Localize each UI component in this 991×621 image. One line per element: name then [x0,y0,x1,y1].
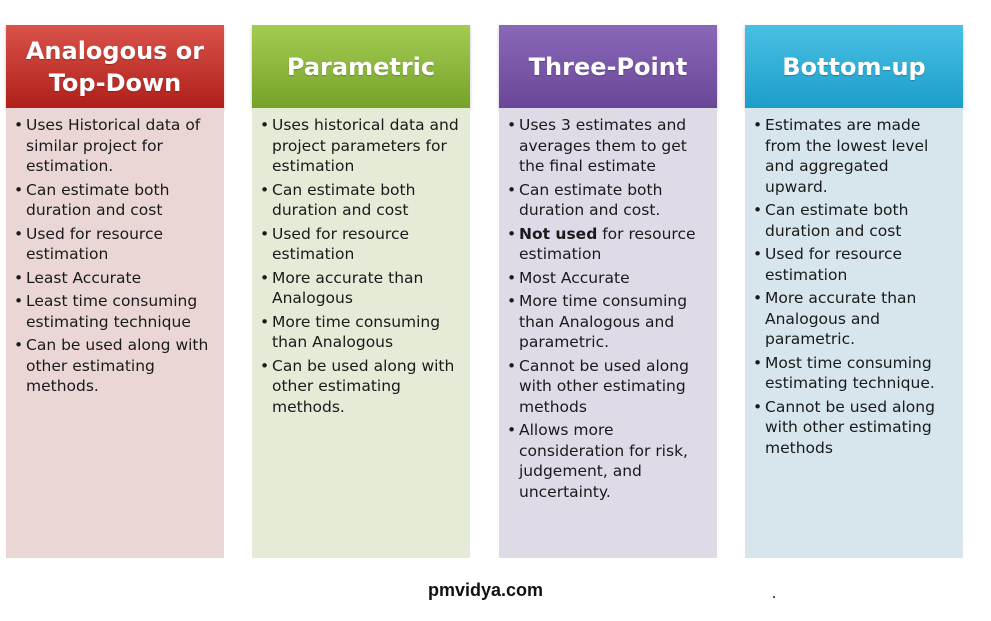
column-header: Analogous or Top-Down [6,25,224,108]
list-item: Can estimate both duration and cost [753,200,955,241]
column-title-line: Three-Point [528,52,688,81]
column-body: Uses Historical data of similar project … [6,108,224,558]
list-item: Uses historical data and project paramet… [260,115,462,177]
column-body: Estimates are made from the lowest level… [745,108,963,558]
list-item: Estimates are made from the lowest level… [753,115,955,197]
column-three-point: Three-Point Uses 3 estimates and average… [499,25,717,558]
list-item: More accurate than Analogous and paramet… [753,288,955,350]
column-body: Uses 3 estimates and averages them to ge… [499,108,717,558]
list-item: More time consuming than Analogous and p… [507,291,709,353]
list-item: Can estimate both duration and cost [260,180,462,221]
list-item: Used for resource estimation [260,224,462,265]
list-item: Used for resource estimation [14,224,216,265]
list-item: Uses Historical data of similar project … [14,115,216,177]
list-item: Most Accurate [507,268,709,289]
list-item: Can estimate both duration and cost. [507,180,709,221]
list-item: Used for resource estimation [753,244,955,285]
list-item: Least Accurate [14,268,216,289]
list-item: Can estimate both duration and cost [14,180,216,221]
column-title-line: Analogous or [25,36,205,65]
list-item: Not used for resource estimation [507,224,709,265]
column-title-line: Parametric [286,52,436,81]
column-header: Three-Point [499,25,717,108]
column-bottom-up: Bottom-up Estimates are made from the lo… [745,25,963,558]
column-analogous: Analogous or Top-Down Uses Historical da… [6,25,224,558]
footer-site-name: pmvidya.com [427,580,544,600]
list-item: More time consuming than Analogous [260,312,462,353]
column-title-line: Bottom-up [782,52,926,81]
column-title-line: Top-Down [48,68,182,97]
list-item: More accurate than Analogous [260,268,462,309]
column-parametric: Parametric Uses historical data and proj… [252,25,470,558]
bold-text: Not used [519,224,598,243]
column-header: Parametric [252,25,470,108]
list-item: Most time consuming estimating technique… [753,353,955,394]
list-item: Allows more consideration for risk, judg… [507,420,709,502]
column-header: Bottom-up [745,25,963,108]
column-body: Uses historical data and project paramet… [252,108,470,558]
list-item: Cannot be used along with other estimati… [753,397,955,459]
list-item: Can be used along with other estimating … [260,356,462,418]
list-item: Uses 3 estimates and averages them to ge… [507,115,709,177]
list-item: Least time consuming estimating techniqu… [14,291,216,332]
stray-dot [773,596,775,598]
list-item: Can be used along with other estimating … [14,335,216,397]
list-item: Cannot be used along with other estimati… [507,356,709,418]
